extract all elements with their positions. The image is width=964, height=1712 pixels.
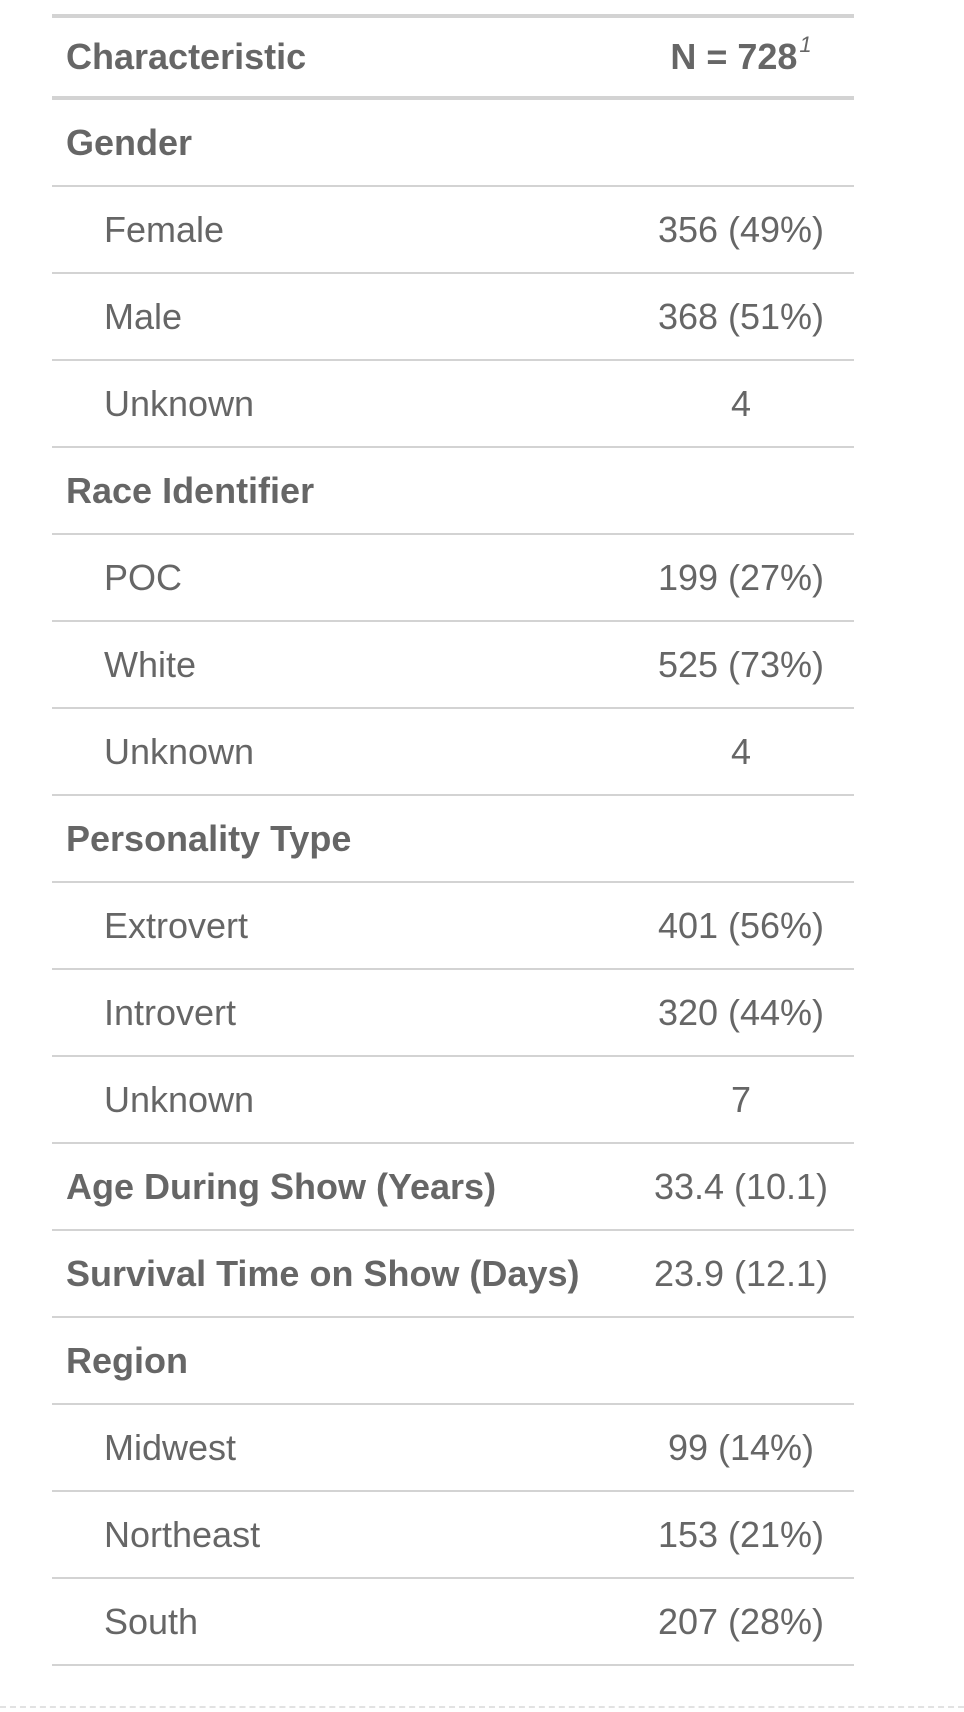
row-value: 33.4 (10.1)	[653, 1165, 829, 1207]
table-row: South 207 (28%)	[52, 1579, 854, 1666]
row-value: 368 (51%)	[657, 295, 825, 337]
row-label: Extrovert	[104, 904, 249, 946]
row-label: Northeast	[104, 1513, 261, 1555]
table-row: Male 368 (51%)	[52, 274, 854, 361]
row-label: POC	[104, 556, 183, 598]
row-value: 4	[730, 382, 752, 424]
row-label: Race Identifier	[66, 469, 315, 511]
header-characteristic: Characteristic	[66, 36, 307, 77]
table-row-group-race: Race Identifier	[52, 448, 854, 535]
table-row: Unknown 4	[52, 361, 854, 448]
table-row-group-region: Region	[52, 1318, 854, 1405]
row-label: South	[104, 1600, 199, 1642]
table-row: Extrovert 401 (56%)	[52, 883, 854, 970]
table-header-row: Characteristic N = 7281	[52, 18, 854, 100]
row-value: 207 (28%)	[657, 1600, 825, 1642]
row-label: Survival Time on Show (Days)	[66, 1252, 580, 1294]
summary-table: Characteristic N = 7281 Gender Female 35…	[52, 14, 854, 1666]
table-row: Unknown 7	[52, 1057, 854, 1144]
row-label: Age During Show (Years)	[66, 1165, 497, 1207]
row-value: 153 (21%)	[657, 1513, 825, 1555]
row-label: Personality Type	[66, 817, 352, 859]
row-label: Unknown	[104, 1078, 255, 1120]
table-row-group-gender: Gender	[52, 100, 854, 187]
row-value: 356 (49%)	[657, 208, 825, 250]
row-label: Region	[66, 1339, 188, 1381]
page-bottom-divider	[0, 1706, 964, 1708]
table-row-group-personality: Personality Type	[52, 796, 854, 883]
row-value: 199 (27%)	[657, 556, 825, 598]
row-value: 7	[730, 1078, 752, 1120]
row-label: Introvert	[104, 991, 237, 1033]
header-n-label: N = 728	[670, 36, 798, 77]
table-row: Unknown 4	[52, 709, 854, 796]
table-row: White 525 (73%)	[52, 622, 854, 709]
table-row-age: Age During Show (Years) 33.4 (10.1)	[52, 1144, 854, 1231]
row-label: Midwest	[104, 1426, 237, 1468]
row-value: 320 (44%)	[657, 991, 825, 1033]
row-label: White	[104, 643, 197, 685]
table-row: Introvert 320 (44%)	[52, 970, 854, 1057]
table-row: Midwest 99 (14%)	[52, 1405, 854, 1492]
table-row-survival: Survival Time on Show (Days) 23.9 (12.1)	[52, 1231, 854, 1318]
table-row: Female 356 (49%)	[52, 187, 854, 274]
row-value: 99 (14%)	[667, 1426, 815, 1468]
row-value: 23.9 (12.1)	[653, 1252, 829, 1294]
row-value: 4	[730, 730, 752, 772]
row-value: 401 (56%)	[657, 904, 825, 946]
row-label: Unknown	[104, 382, 255, 424]
row-label: Gender	[66, 121, 193, 163]
table-row: POC 199 (27%)	[52, 535, 854, 622]
row-label: Unknown	[104, 730, 255, 772]
footnote-mark: 1	[799, 32, 812, 57]
row-label: Female	[104, 208, 225, 250]
table-top-rule	[52, 14, 854, 18]
row-value: 525 (73%)	[657, 643, 825, 685]
header-n: N = 7281	[628, 32, 854, 78]
table-row: Northeast 153 (21%)	[52, 1492, 854, 1579]
row-label: Male	[104, 295, 183, 337]
